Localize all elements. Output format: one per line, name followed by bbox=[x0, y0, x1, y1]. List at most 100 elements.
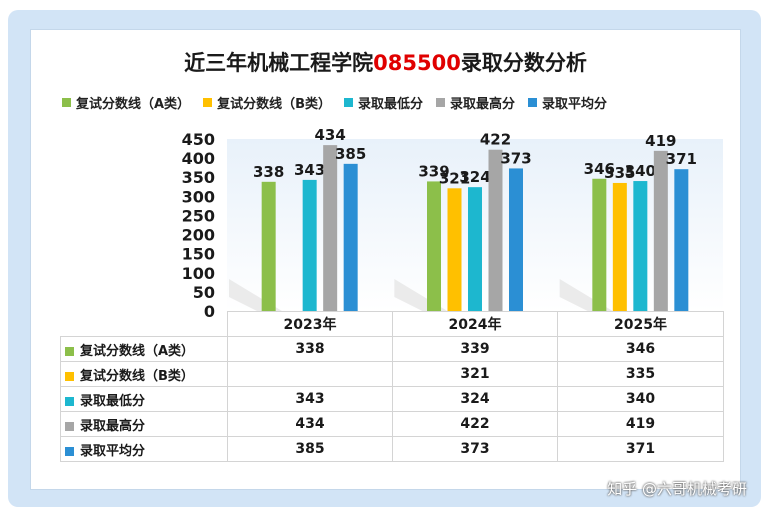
legend-item: 录取最低分 bbox=[343, 93, 423, 112]
legend-swatch bbox=[343, 97, 353, 107]
table-cell bbox=[227, 361, 393, 387]
legend-item: 录取平均分 bbox=[528, 93, 607, 112]
y-tick-label: 450 bbox=[182, 130, 215, 149]
table-row-swatch bbox=[65, 371, 74, 381]
y-tick-label: 350 bbox=[182, 168, 215, 187]
watermark: 知乎 @六哥机械考研 bbox=[607, 480, 747, 498]
table-row-label: 录取最高分 bbox=[80, 418, 146, 434]
table-cell: 321 bbox=[392, 361, 558, 387]
bar bbox=[653, 150, 668, 311]
table-cell: 338 bbox=[227, 336, 393, 362]
data-label: 373 bbox=[500, 149, 531, 167]
bar bbox=[612, 182, 627, 311]
table-cell: 335 bbox=[557, 361, 724, 387]
table-cell: 324 bbox=[392, 386, 558, 412]
table-cell: 373 bbox=[392, 436, 558, 462]
legend-swatch bbox=[528, 97, 538, 107]
data-label: 335 bbox=[604, 164, 635, 182]
bar bbox=[343, 163, 358, 311]
table-row: 录取平均分 385 373 371 bbox=[60, 436, 724, 462]
legend-label: 录取最高分 bbox=[450, 96, 516, 112]
x-tick-label: 2024年 bbox=[392, 311, 558, 337]
chart-legend: 复试分数线（A类） 复试分数线（B类） 录取最低分 录取最高分 录取平均分 bbox=[62, 92, 620, 112]
data-label: 340 bbox=[625, 162, 656, 180]
legend-item: 录取最高分 bbox=[436, 93, 515, 112]
legend-swatch bbox=[62, 97, 71, 107]
title-part-2: 录取分数分析 bbox=[460, 51, 587, 75]
legend-label: 录取平均分 bbox=[542, 96, 608, 112]
data-label: 343 bbox=[294, 161, 325, 179]
table-row: 复试分数线（A类） 338 339 346 bbox=[60, 336, 724, 362]
table-row-header: 录取最高分 bbox=[60, 411, 228, 437]
table-row-swatch bbox=[65, 346, 74, 356]
bar bbox=[447, 188, 462, 311]
table-cell: 385 bbox=[227, 436, 393, 462]
table-row-label: 录取平均分 bbox=[80, 443, 146, 459]
table-row-swatch bbox=[65, 421, 74, 431]
table-row-header: 复试分数线（A类） bbox=[60, 336, 228, 362]
table-header-row: 2023年 2024年 2025年 bbox=[60, 311, 724, 337]
data-label: 338 bbox=[253, 163, 284, 181]
table-cell: 340 bbox=[557, 386, 724, 412]
data-label: 422 bbox=[480, 131, 511, 149]
y-tick-label: 250 bbox=[182, 206, 215, 225]
bar bbox=[488, 149, 503, 311]
chart-title: 近三年机械工程学院085500录取分数分析 bbox=[0, 47, 771, 77]
y-tick-label: 50 bbox=[193, 283, 215, 302]
table-corner-cell bbox=[60, 311, 228, 337]
table-row-label: 录取最低分 bbox=[80, 393, 146, 409]
title-part-1: 近三年机械工程学院 bbox=[184, 51, 374, 75]
bar bbox=[674, 169, 689, 311]
table-cell: 339 bbox=[392, 336, 558, 362]
table-cell: 419 bbox=[557, 411, 724, 437]
data-label: 385 bbox=[335, 145, 366, 163]
y-tick-label: 400 bbox=[182, 149, 215, 168]
data-label: 434 bbox=[315, 126, 346, 144]
title-code: 085500 bbox=[373, 51, 461, 75]
y-tick-label: 300 bbox=[182, 187, 215, 206]
y-tick-label: 200 bbox=[182, 226, 215, 245]
legend-swatch bbox=[203, 97, 213, 107]
table-row-swatch bbox=[65, 396, 74, 406]
bar bbox=[592, 178, 607, 311]
data-label: 324 bbox=[459, 168, 490, 186]
table-row: 复试分数线（B类） 321 335 bbox=[60, 361, 724, 387]
bar bbox=[427, 181, 441, 311]
table-row-header: 录取最低分 bbox=[60, 386, 228, 412]
table-row-label: 复试分数线（A类） bbox=[80, 343, 195, 359]
data-label: 346 bbox=[584, 160, 615, 178]
table-cell: 346 bbox=[557, 336, 724, 362]
table-cell: 371 bbox=[557, 436, 724, 462]
bar bbox=[633, 181, 648, 311]
table-row-header: 录取平均分 bbox=[60, 436, 228, 462]
table-row-label: 复试分数线（B类） bbox=[80, 368, 194, 384]
bar bbox=[468, 187, 482, 311]
legend-label: 复试分数线（B类） bbox=[217, 96, 331, 112]
table-row-swatch bbox=[65, 446, 74, 456]
y-tick-label: 100 bbox=[182, 264, 215, 283]
table-row: 录取最低分 343 324 340 bbox=[60, 386, 724, 412]
legend-swatch bbox=[436, 97, 445, 107]
data-label: 371 bbox=[666, 150, 697, 168]
table-row: 录取最高分 434 422 419 bbox=[60, 411, 724, 437]
data-table: 2023年 2024年 2025年 复试分数线（A类） 338 339 346 复试分数线（… bbox=[60, 311, 724, 462]
data-label: 321 bbox=[439, 169, 470, 187]
bar bbox=[302, 179, 317, 311]
legend-label: 复试分数线（A类） bbox=[76, 96, 191, 112]
data-label: 419 bbox=[645, 132, 676, 150]
y-tick-label: 150 bbox=[182, 245, 215, 264]
x-tick-label: 2023年 bbox=[227, 311, 393, 337]
legend-label: 录取最低分 bbox=[357, 96, 423, 112]
table-cell: 343 bbox=[227, 386, 393, 412]
bar bbox=[323, 145, 338, 311]
x-tick-label: 2025年 bbox=[557, 311, 724, 337]
table-row-header: 复试分数线（B类） bbox=[60, 361, 228, 387]
table-cell: 434 bbox=[227, 411, 393, 437]
data-label: 339 bbox=[418, 162, 449, 180]
table-cell: 422 bbox=[392, 411, 558, 437]
legend-item: 复试分数线（A类） bbox=[62, 93, 190, 112]
bar bbox=[509, 168, 523, 311]
legend-item: 复试分数线（B类） bbox=[203, 93, 331, 112]
bar bbox=[261, 181, 276, 311]
